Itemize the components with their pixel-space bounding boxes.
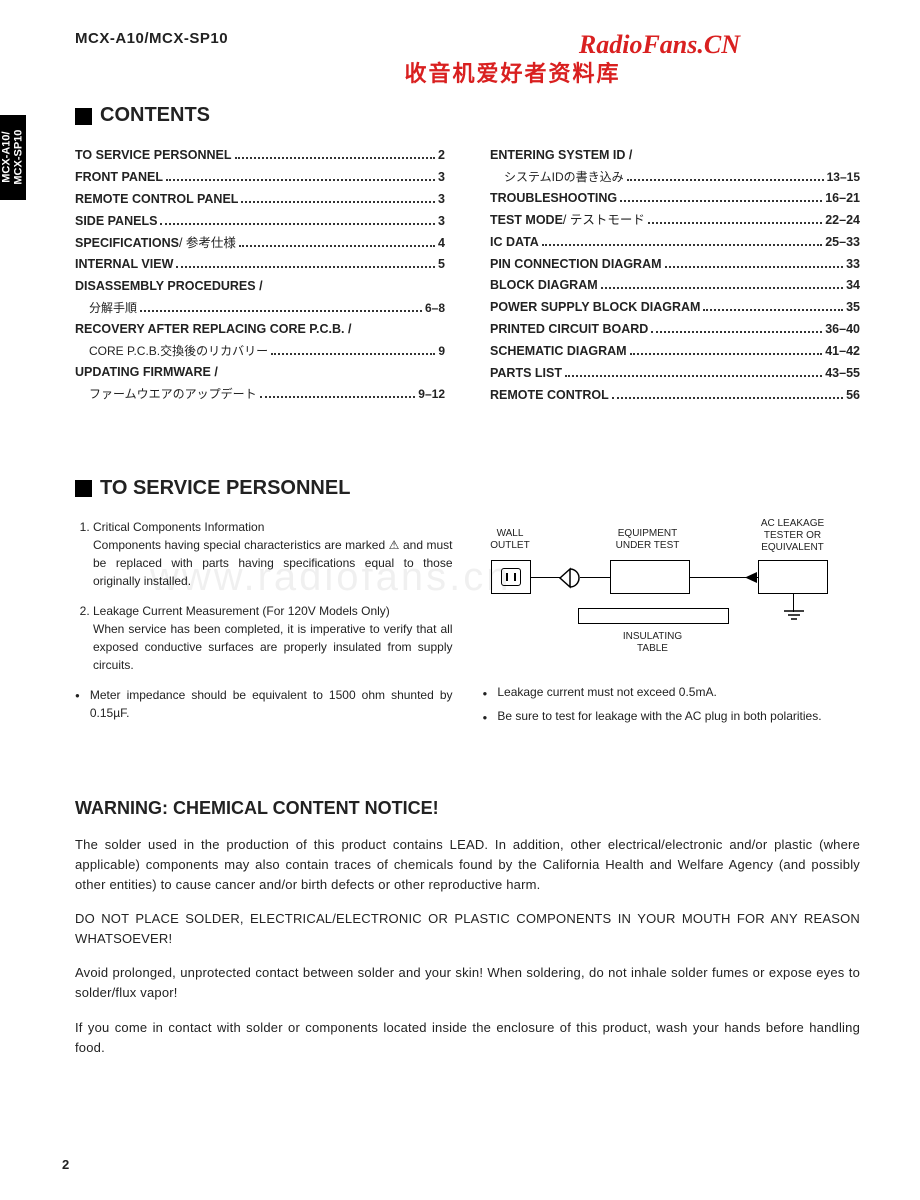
toc-row: TROUBLESHOOTING16–21 [490, 188, 860, 210]
toc-row: システムIDの書き込み13–15 [490, 167, 860, 188]
toc-row: TEST MODE / テストモード22–24 [490, 210, 860, 232]
toc-row: REMOTE CONTROL PANEL3 [75, 189, 445, 211]
contents-heading: CONTENTS [75, 104, 860, 127]
warning-paragraph: The solder used in the production of thi… [75, 835, 860, 895]
toc-row: PARTS LIST43–55 [490, 363, 860, 385]
toc-row: IC DATA25–33 [490, 232, 860, 254]
toc-row: PRINTED CIRCUIT BOARD36–40 [490, 319, 860, 341]
toc-row: SCHEMATIC DIAGRAM41–42 [490, 341, 860, 363]
bullet-item: Leakage current must not exceed 0.5mA. [483, 685, 861, 699]
bullet-item: Meter impedance should be equivalent to … [75, 686, 453, 722]
toc-row: INTERNAL VIEW5 [75, 254, 445, 276]
table-of-contents: TO SERVICE PERSONNEL2FRONT PANEL3REMOTE … [75, 145, 860, 407]
warning-paragraph: DO NOT PLACE SOLDER, ELECTRICAL/ELECTRON… [75, 909, 860, 949]
toc-row: ENTERING SYSTEM ID / [490, 145, 860, 167]
service-list-item: Leakage Current Measurement (For 120V Mo… [93, 602, 453, 674]
toc-row: 分解手順6–8 [75, 298, 445, 319]
toc-row: ファームウエアのアップデート9–12 [75, 384, 445, 405]
side-tab: MCX-A10/MCX-SP10 [0, 115, 26, 200]
toc-row: BLOCK DIAGRAM34 [490, 275, 860, 297]
toc-row: RECOVERY AFTER REPLACING CORE P.C.B. / [75, 319, 445, 341]
service-heading: TO SERVICE PERSONNEL [75, 477, 860, 500]
service-list-item: Critical Components InformationComponent… [93, 518, 453, 590]
toc-row: TO SERVICE PERSONNEL2 [75, 145, 445, 167]
service-content: Critical Components InformationComponent… [75, 518, 860, 733]
toc-row: SPECIFICATIONS / 参考仕様4 [75, 233, 445, 255]
warning-paragraph: Avoid prolonged, unprotected contact bet… [75, 963, 860, 1003]
model-name: MCX-A10/MCX-SP10 [75, 30, 228, 47]
warning-section: WARNING: CHEMICAL CONTENT NOTICE! The so… [75, 798, 860, 1058]
watermark-subtitle: 收音机爱好者资料库 [165, 56, 860, 88]
toc-row: CORE P.C.B.交換後のリカバリー9 [75, 341, 445, 362]
warning-title: WARNING: CHEMICAL CONTENT NOTICE! [75, 798, 860, 819]
toc-row: REMOTE CONTROL56 [490, 385, 860, 407]
toc-row: PIN CONNECTION DIAGRAM33 [490, 254, 860, 276]
bullet-item: Be sure to test for leakage with the AC … [483, 709, 861, 723]
page-number: 2 [62, 1157, 69, 1172]
leakage-diagram: WALLOUTLET EQUIPMENTUNDER TEST AC LEAKAG… [483, 518, 861, 673]
toc-row: DISASSEMBLY PROCEDURES / [75, 276, 445, 298]
toc-row: UPDATING FIRMWARE / [75, 362, 445, 384]
warning-paragraph: If you come in contact with solder or co… [75, 1018, 860, 1058]
toc-row: FRONT PANEL3 [75, 167, 445, 189]
toc-row: POWER SUPPLY BLOCK DIAGRAM35 [490, 297, 860, 319]
toc-row: SIDE PANELS3 [75, 211, 445, 233]
